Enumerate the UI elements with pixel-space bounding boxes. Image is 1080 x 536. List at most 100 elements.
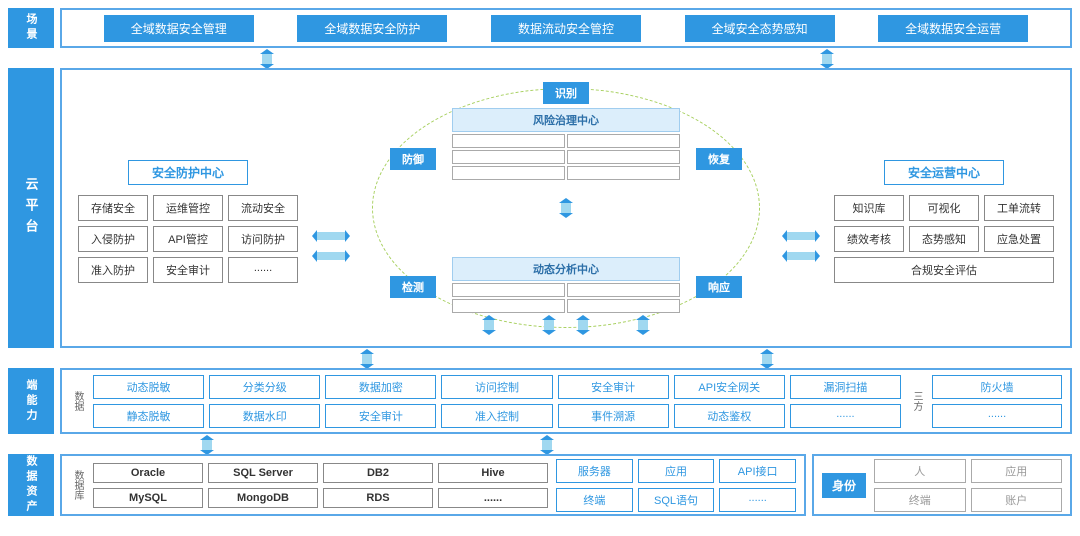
cap-item: API安全网关 — [674, 375, 785, 399]
cap-item: ...... — [932, 404, 1062, 428]
cap-item: 安全审计 — [325, 404, 436, 428]
arrow-icon — [820, 49, 834, 69]
srv-item: API接口 — [719, 459, 796, 483]
vlabel-thirdparty: 三方 — [909, 391, 924, 411]
vlabel-data: 数据 — [70, 391, 85, 411]
item: 合规安全评估 — [834, 257, 1054, 283]
mid-title: 风险治理中心 — [452, 108, 680, 132]
arrow-icon — [200, 435, 214, 455]
srv-item: ...... — [719, 488, 796, 512]
item: 绩效考核 — [834, 226, 904, 252]
capabilities-grid: 动态脱敏 分类分级 数据加密 访问控制 安全审计 API安全网关 漏洞扫描 静态… — [93, 375, 901, 428]
cap-item: 准入控制 — [441, 404, 552, 428]
database-grid: Oracle SQL Server DB2 Hive MySQL MongoDB… — [93, 463, 548, 508]
cap-item: 数据水印 — [209, 404, 320, 428]
db-item: MySQL — [93, 488, 203, 508]
item: 知识库 — [834, 195, 904, 221]
arrow-icon — [782, 230, 820, 242]
capabilities-panel: 数据 动态脱敏 分类分级 数据加密 访问控制 安全审计 API安全网关 漏洞扫描… — [60, 368, 1072, 434]
scenario-item: 全域安全态势感知 — [685, 15, 835, 42]
cap-item: 安全审计 — [558, 375, 669, 399]
tag-defend: 防御 — [390, 148, 436, 170]
tag-respond: 响应 — [696, 276, 742, 298]
risk-governance-center: 风险治理中心 — [452, 108, 680, 180]
srv-item: 终端 — [556, 488, 633, 512]
thirdparty-grid: 防火墙 ...... — [932, 375, 1062, 428]
db-item: DB2 — [323, 463, 433, 483]
id-item: 终端 — [874, 488, 965, 512]
item: ...... — [228, 257, 298, 283]
security-ops-center: 安全运营中心 知识库 可视化 工单流转 绩效考核 态势感知 应急处置 合规安全评… — [834, 160, 1054, 283]
db-item: Oracle — [93, 463, 203, 483]
security-protection-center: 安全防护中心 存储安全 运维管控 流动安全 入侵防护 API管控 访问防护 准入… — [78, 160, 298, 283]
scenario-item: 全域数据安全防护 — [297, 15, 447, 42]
tag-recover: 恢复 — [696, 148, 742, 170]
cloud-platform-row: 云平台 安全防护中心 存储安全 运维管控 流动安全 入侵防护 API管控 访问防… — [8, 68, 1072, 348]
item: 运维管控 — [153, 195, 223, 221]
arrow-icon — [360, 349, 374, 369]
cap-item: 漏洞扫描 — [790, 375, 901, 399]
cloud-platform-panel: 安全防护中心 存储安全 运维管控 流动安全 入侵防护 API管控 访问防护 准入… — [60, 68, 1072, 348]
id-item: 人 — [874, 459, 965, 483]
cap-item: ...... — [790, 404, 901, 428]
item: 流动安全 — [228, 195, 298, 221]
arrow-icon — [559, 198, 573, 218]
arrow-icon — [482, 315, 496, 335]
item: 应急处置 — [984, 226, 1054, 252]
tag-identify: 识别 — [543, 82, 589, 104]
cap-item: 静态脱敏 — [93, 404, 204, 428]
tag-detect: 检测 — [390, 276, 436, 298]
db-item: ...... — [438, 488, 548, 508]
capabilities-row: 端能力 数据 动态脱敏 分类分级 数据加密 访问控制 安全审计 API安全网关 … — [8, 368, 1072, 434]
identity-label: 身份 — [822, 473, 866, 498]
item: API管控 — [153, 226, 223, 252]
arrow-icon — [760, 349, 774, 369]
srv-item: 服务器 — [556, 459, 633, 483]
item: 存储安全 — [78, 195, 148, 221]
item: 态势感知 — [909, 226, 979, 252]
item: 入侵防护 — [78, 226, 148, 252]
vlabel-db: 数据库 — [70, 470, 85, 500]
scenarios-row: 场景 全域数据安全管理 全域数据安全防护 数据流动安全管控 全域安全态势感知 全… — [8, 8, 1072, 48]
data-assets-row: 数据资产 数据库 Oracle SQL Server DB2 Hive MySQ… — [8, 454, 1072, 516]
arrow-icon — [542, 315, 556, 335]
item: 工单流转 — [984, 195, 1054, 221]
srv-item: 应用 — [638, 459, 715, 483]
cap-item: 防火墙 — [932, 375, 1062, 399]
scenario-item: 全域数据安全运营 — [878, 15, 1028, 42]
cap-item: 访问控制 — [441, 375, 552, 399]
row2-label: 云平台 — [8, 68, 54, 348]
center-title: 安全运营中心 — [884, 160, 1004, 185]
arrow-icon — [782, 250, 820, 262]
scenario-item: 数据流动安全管控 — [491, 15, 641, 42]
row3-label: 端能力 — [8, 368, 54, 434]
item: 准入防护 — [78, 257, 148, 283]
cap-item: 分类分级 — [209, 375, 320, 399]
server-grid: 服务器 应用 API接口 终端 SQL语句 ...... — [556, 459, 796, 512]
db-item: RDS — [323, 488, 433, 508]
db-item: MongoDB — [208, 488, 318, 508]
arrow-icon — [540, 435, 554, 455]
dynamic-analysis-center: 动态分析中心 — [452, 257, 680, 313]
identity-grid: 人 应用 终端 账户 — [874, 459, 1062, 512]
srv-item: SQL语句 — [638, 488, 715, 512]
db-item: SQL Server — [208, 463, 318, 483]
arrow-icon — [260, 49, 274, 69]
cap-item: 动态鉴权 — [674, 404, 785, 428]
db-item: Hive — [438, 463, 548, 483]
arrow-icon — [312, 230, 350, 242]
identity-panel: 身份 人 应用 终端 账户 — [812, 454, 1072, 516]
arrow-icon — [576, 315, 590, 335]
scenario-item: 全域数据安全管理 — [104, 15, 254, 42]
cap-item: 数据加密 — [325, 375, 436, 399]
item: 访问防护 — [228, 226, 298, 252]
id-item: 账户 — [971, 488, 1063, 512]
cap-item: 事件溯源 — [558, 404, 669, 428]
arrow-icon — [636, 315, 650, 335]
center-title: 安全防护中心 — [128, 160, 248, 185]
scenarios-panel: 全域数据安全管理 全域数据安全防护 数据流动安全管控 全域安全态势感知 全域数据… — [60, 8, 1072, 48]
mid-title: 动态分析中心 — [452, 257, 680, 281]
id-item: 应用 — [971, 459, 1063, 483]
data-assets-panel: 数据库 Oracle SQL Server DB2 Hive MySQL Mon… — [60, 454, 806, 516]
center-cycle: 识别 防御 检测 恢复 响应 风险治理中心 动态分析中心 — [362, 78, 770, 338]
